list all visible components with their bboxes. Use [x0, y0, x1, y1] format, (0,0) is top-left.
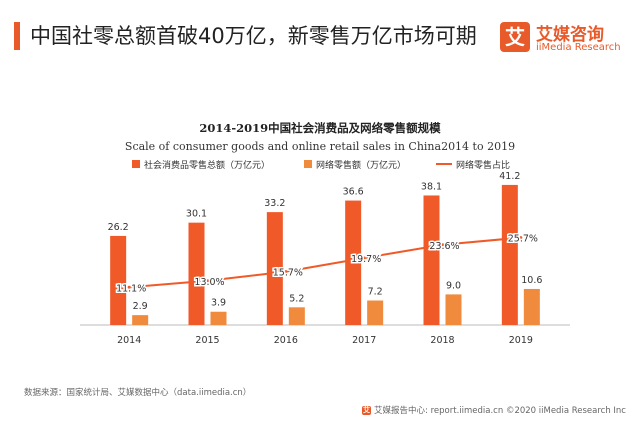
share-label-2018: 23.6%: [429, 241, 459, 252]
share-label-2016: 15.7%: [273, 268, 303, 279]
bar-online-2016: [288, 307, 305, 325]
chart-subtitle: Scale of consumer goods and online retai…: [125, 140, 515, 153]
x-tick-label: 2016: [274, 335, 298, 346]
bar-label-online-2016: 5.2: [289, 293, 304, 304]
bar-online-2017: [367, 300, 384, 325]
share-label-2014: 11.1%: [116, 283, 146, 294]
share-point-2014: [127, 285, 131, 289]
share-point-2019: [519, 236, 523, 240]
x-tick-label: 2019: [509, 335, 533, 346]
bar-online-2019: [523, 288, 540, 325]
x-tick-label: 2014: [117, 335, 141, 346]
bar-label-total-2015: 30.1: [186, 209, 207, 220]
bar-label-total-2016: 33.2: [264, 198, 285, 209]
bar-total-2019: [501, 184, 518, 325]
title-accent-bar: [14, 22, 20, 50]
legend-label-1: 社会消费品零售总额（万亿元）: [144, 159, 270, 171]
bar-total-2014: [110, 235, 127, 325]
bar-online-2014: [132, 315, 149, 325]
legend-label-2: 网络零售额（万亿元）: [316, 159, 406, 171]
page-title: 中国社零总额首破40万亿，新零售万亿市场可期: [30, 24, 477, 48]
bar-online-2018: [445, 294, 462, 325]
brand-logo: 艾 艾媒咨询 iiMedia Research: [500, 20, 630, 60]
legend-label-3: 网络零售占比: [456, 159, 510, 171]
bar-total-2018: [423, 195, 440, 325]
x-tick-label: 2015: [195, 335, 219, 346]
share-line: [129, 236, 521, 289]
bar-label-total-2019: 41.2: [499, 171, 520, 182]
share-label-2015: 13.0%: [194, 277, 224, 288]
share-point-2017: [362, 256, 366, 260]
share-point-2015: [206, 279, 209, 283]
bar-label-total-2018: 38.1: [421, 181, 442, 192]
data-source: 数据来源：国家统计局、艾媒数据中心（data.iimedia.cn）: [24, 388, 252, 398]
x-tick-label: 2017: [352, 335, 376, 346]
bar-label-total-2017: 36.6: [343, 187, 364, 198]
bar-label-online-2014: 2.9: [133, 301, 148, 312]
logo-mark-icon: 艾: [500, 22, 530, 52]
share-label-2017: 19.7%: [351, 254, 381, 265]
footer-logo-icon: 艾: [362, 405, 372, 415]
bar-label-online-2015: 3.9: [211, 298, 226, 309]
chart-title: 2014-2019中国社会消费品及网络零售额规模: [199, 121, 441, 135]
legend-swatch-1: [132, 160, 140, 168]
logo-subtitle: iiMedia Research: [536, 42, 621, 53]
retail-sales-chart: 2014-2019中国社会消费品及网络零售额规模 Scale of consume…: [80, 121, 570, 346]
bar-label-online-2017: 7.2: [368, 287, 383, 298]
footer: 艾 艾媒报告中心: report.iimedia.cn ©2020 iiMedi…: [362, 404, 626, 416]
bar-total-2017: [345, 200, 362, 325]
x-tick-label: 2018: [430, 335, 454, 346]
share-point-2016: [284, 270, 288, 274]
bar-label-online-2018: 9.0: [446, 280, 461, 291]
share-label-2019: 25.7%: [508, 234, 538, 245]
legend-swatch-2: [304, 160, 312, 168]
bar-total-2015: [188, 222, 205, 325]
bar-online-2015: [210, 311, 227, 325]
footer-text: 艾媒报告中心: report.iimedia.cn ©2020 iiMedia …: [374, 406, 626, 416]
bar-label-online-2019: 10.6: [521, 275, 542, 286]
bar-total-2016: [266, 212, 283, 325]
share-point-2018: [441, 243, 444, 247]
bar-label-total-2014: 26.2: [108, 222, 129, 233]
logo-name: 艾媒咨询: [536, 25, 604, 45]
